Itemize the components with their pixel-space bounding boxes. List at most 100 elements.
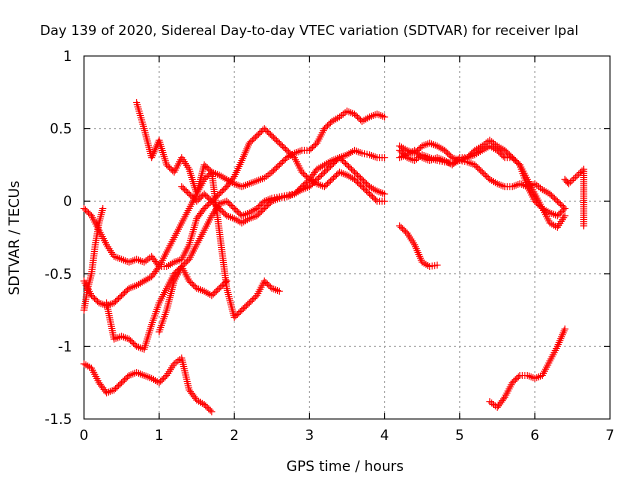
data-point <box>257 128 265 136</box>
data-point <box>511 376 519 384</box>
data-point <box>495 148 503 156</box>
data-point <box>260 277 268 285</box>
data-point <box>316 173 324 181</box>
data-point <box>477 167 485 175</box>
data-point <box>553 197 561 205</box>
data-point <box>91 294 99 302</box>
data-point <box>501 146 509 154</box>
data-point <box>331 173 339 181</box>
data-point <box>412 148 420 156</box>
data-point <box>244 300 252 308</box>
data-point <box>570 175 578 183</box>
data-point <box>550 194 558 202</box>
data-point <box>370 194 378 202</box>
data-point <box>546 190 554 198</box>
data-point <box>510 155 518 163</box>
data-point <box>247 138 255 146</box>
data-point <box>157 377 165 385</box>
x-tick-label: 6 <box>530 428 539 444</box>
data-point <box>88 292 96 300</box>
data-point <box>475 165 483 173</box>
data-point <box>223 277 231 285</box>
data-point <box>275 287 283 295</box>
data-point <box>205 194 213 202</box>
data-point <box>257 200 265 208</box>
data-point <box>232 312 240 320</box>
data-point <box>444 149 452 157</box>
data-point <box>325 120 333 128</box>
data-point <box>358 175 366 183</box>
data-point <box>245 299 253 307</box>
data-point <box>86 210 94 218</box>
data-point <box>320 183 328 191</box>
data-point <box>396 222 404 230</box>
data-point <box>194 196 202 204</box>
data-point <box>212 287 220 295</box>
data-point <box>305 183 313 191</box>
data-point <box>82 206 90 214</box>
data-point <box>271 135 279 143</box>
data-point <box>202 402 210 410</box>
data-point <box>206 196 214 204</box>
data-point <box>215 204 223 212</box>
y-tick-label: -1.5 <box>45 412 72 428</box>
data-point <box>239 305 247 313</box>
data-point <box>348 165 356 173</box>
data-point <box>351 175 359 183</box>
data-point <box>274 138 282 146</box>
data-point <box>500 395 508 403</box>
data-point <box>235 309 243 317</box>
data-point <box>504 149 512 157</box>
data-point <box>89 293 97 301</box>
data-point <box>212 193 220 201</box>
data-point <box>399 149 407 157</box>
data-point <box>547 191 555 199</box>
data-point <box>166 164 174 172</box>
data-point <box>218 281 226 289</box>
data-point <box>280 157 288 165</box>
data-point <box>118 379 126 387</box>
data-point <box>85 209 93 217</box>
data-point <box>119 377 127 385</box>
data-point <box>187 279 195 287</box>
data-point <box>190 281 198 289</box>
data-point <box>187 191 195 199</box>
data-point <box>278 158 286 166</box>
series-arc12 <box>486 325 569 411</box>
data-point <box>320 168 328 176</box>
data-point <box>200 190 208 198</box>
data-point <box>211 289 219 297</box>
data-point <box>160 374 168 382</box>
data-point <box>223 197 231 205</box>
axes-frame <box>83 55 611 420</box>
data-point <box>251 293 259 301</box>
data-point <box>203 403 211 411</box>
data-point <box>361 186 369 194</box>
data-point <box>181 186 189 194</box>
data-point <box>481 171 489 179</box>
data-point <box>301 171 309 179</box>
data-point <box>535 373 543 381</box>
data-point <box>308 143 316 151</box>
data-point <box>83 207 91 215</box>
data-point <box>202 174 210 182</box>
data-point <box>202 162 210 170</box>
data-point <box>217 188 225 196</box>
data-point <box>253 212 261 220</box>
data-point <box>322 123 330 131</box>
data-point <box>269 133 277 141</box>
data-point <box>364 188 372 196</box>
data-point <box>115 294 123 302</box>
data-point <box>280 143 288 151</box>
data-point <box>325 164 333 172</box>
data-point <box>343 161 351 169</box>
data-point <box>320 125 328 133</box>
data-point <box>218 187 226 195</box>
data-point <box>275 139 283 147</box>
data-point <box>349 167 357 175</box>
series-arc4 <box>80 354 216 416</box>
data-point <box>480 170 488 178</box>
data-point <box>181 260 189 268</box>
data-point <box>233 310 241 318</box>
data-point <box>307 145 315 153</box>
